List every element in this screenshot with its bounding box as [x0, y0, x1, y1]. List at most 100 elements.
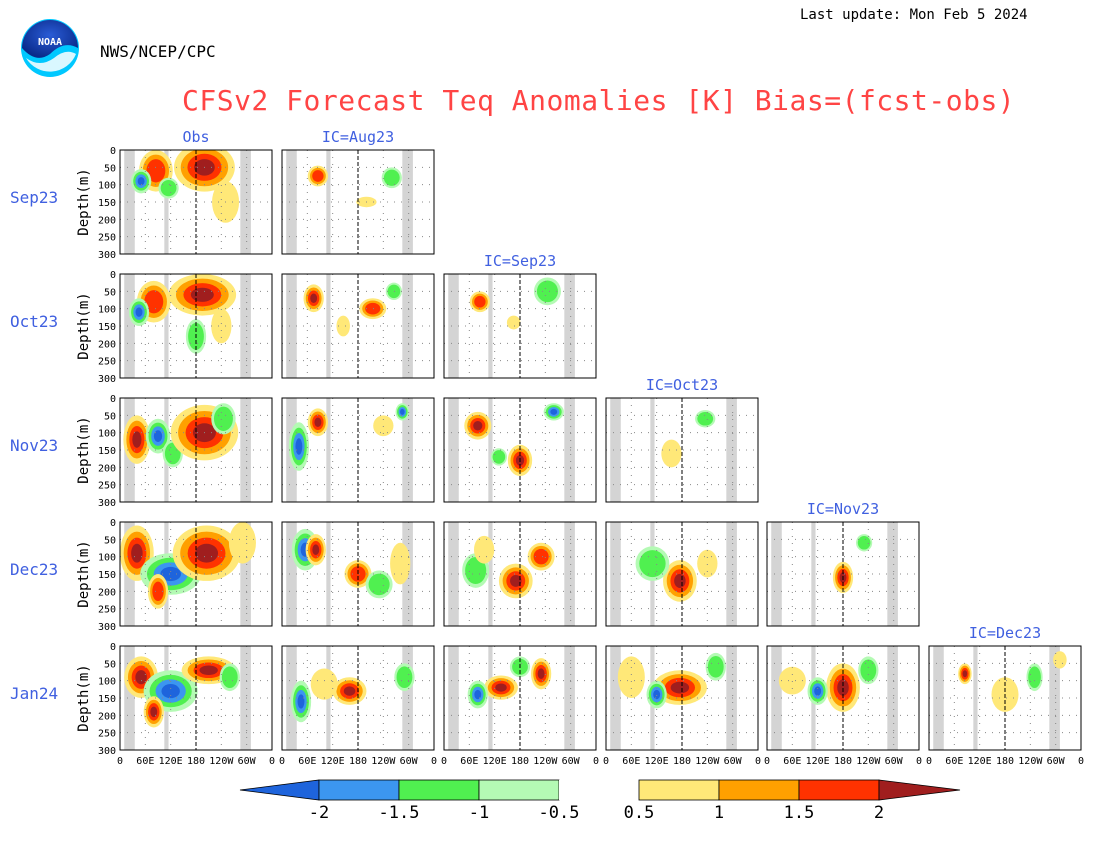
x-tick-label: 120W	[209, 756, 234, 767]
land-band	[488, 646, 493, 750]
x-tick-label: 60W	[562, 756, 581, 767]
noaa-logo-icon: NOAA	[21, 19, 79, 77]
colorbar-swatch-5	[638, 779, 720, 801]
column-title-5: IC=Dec23	[969, 624, 1041, 642]
panel-3-4	[767, 522, 919, 626]
column-title-4: IC=Nov23	[807, 500, 879, 518]
x-tick-label: 60E	[298, 756, 316, 767]
land-band	[933, 646, 944, 750]
panel-frame	[928, 645, 1082, 751]
noaa-logo: NOAA	[20, 18, 80, 78]
land-band	[326, 150, 331, 254]
colorbar-swatch-2	[398, 779, 480, 801]
land-band	[164, 274, 169, 378]
x-tick-label: 60E	[945, 756, 963, 767]
anomaly-contour	[135, 307, 143, 317]
x-tick-label: 0	[431, 756, 437, 767]
last-update-text: Last update: Mon Feb 5 2024	[800, 7, 1028, 23]
x-tick-label: 0	[279, 756, 285, 767]
x-tick-label: 120E	[645, 756, 669, 767]
panel-2-0	[120, 398, 272, 502]
y-tick-label: 200	[98, 711, 116, 722]
column-title-1: IC=Aug23	[322, 128, 394, 146]
anomaly-contour	[211, 308, 232, 344]
land-band	[448, 398, 459, 502]
anomaly-contour	[653, 689, 661, 700]
colorbar-label: 1.5	[784, 803, 815, 823]
y-tick-label: 150	[98, 322, 116, 333]
panel-4-2	[444, 646, 596, 750]
y-tick-label: 50	[104, 659, 116, 670]
panel-3-1	[282, 522, 434, 626]
x-tick-label: 60W	[400, 756, 419, 767]
anomaly-contour	[400, 408, 405, 415]
colorbar-label: -1	[469, 803, 489, 823]
panel-frame	[119, 149, 273, 255]
y-tick-label: 150	[98, 570, 116, 581]
land-band	[124, 150, 135, 254]
anomaly-contour	[639, 550, 666, 578]
land-band	[402, 646, 413, 750]
anomaly-contour	[536, 280, 558, 303]
land-band	[240, 398, 251, 502]
anomaly-contour	[314, 417, 322, 427]
panel-frame	[281, 149, 435, 255]
y-tick-label: 200	[98, 215, 116, 226]
row-label-jan24: Jan24	[10, 684, 58, 703]
column-title-0: Obs	[182, 128, 209, 146]
x-tick-label: 0	[593, 756, 599, 767]
x-tick-label: 0	[441, 756, 447, 767]
panel-frame	[766, 645, 920, 751]
y-tick-label: 0	[110, 518, 116, 529]
anomaly-contour	[221, 666, 238, 689]
colorbar-label: 2	[874, 803, 884, 823]
anomaly-contour	[396, 666, 413, 689]
x-tick-label: 180	[349, 756, 367, 767]
anomaly-contour	[697, 412, 714, 426]
panel-1-0	[120, 274, 272, 378]
anomaly-contour	[199, 665, 218, 675]
panel-0-0	[120, 150, 272, 254]
row-label-sep23: Sep23	[10, 188, 58, 207]
colorbar-swatch-7	[798, 779, 880, 801]
x-tick-label: 120E	[321, 756, 345, 767]
y-tick-label: 200	[98, 587, 116, 598]
y-tick-label: 100	[98, 181, 116, 192]
y-tick-label: 100	[98, 553, 116, 564]
panel-frame	[119, 397, 273, 503]
anomaly-contour	[473, 421, 483, 431]
anomaly-contour	[550, 408, 558, 415]
land-band	[124, 646, 135, 750]
row-label-oct23: Oct23	[10, 312, 58, 331]
column-title-3: IC=Oct23	[646, 376, 718, 394]
x-tick-label: 0	[117, 756, 123, 767]
land-band	[726, 398, 737, 502]
anomaly-contour	[533, 548, 549, 565]
panel-frame	[766, 521, 920, 627]
anomaly-contour	[336, 315, 350, 337]
land-band	[402, 150, 413, 254]
land-band	[564, 398, 575, 502]
y-tick-label: 0	[110, 146, 116, 157]
land-band	[811, 522, 816, 626]
y-tick-label: 0	[110, 270, 116, 281]
column-title-2: IC=Sep23	[484, 252, 556, 270]
anomaly-contour	[474, 295, 486, 308]
land-band	[240, 274, 251, 378]
panel-frame	[605, 397, 759, 503]
colorbar-swatch-3	[478, 779, 560, 801]
land-band	[240, 522, 251, 626]
x-tick-label: 60E	[783, 756, 801, 767]
y-tick-label: 0	[110, 394, 116, 405]
panel-2-3	[606, 398, 758, 502]
y-tick-label: 300	[98, 374, 116, 385]
y-tick-label: 100	[98, 305, 116, 316]
colorbar-label: -0.5	[539, 803, 580, 823]
anomaly-contour	[860, 659, 877, 682]
anomaly-contour	[373, 415, 394, 437]
anomaly-contour	[135, 670, 147, 685]
anomaly-contour	[310, 293, 318, 303]
panel-4-3	[606, 646, 758, 750]
panel-frame	[443, 273, 597, 379]
y-tick-label: 250	[98, 729, 116, 740]
